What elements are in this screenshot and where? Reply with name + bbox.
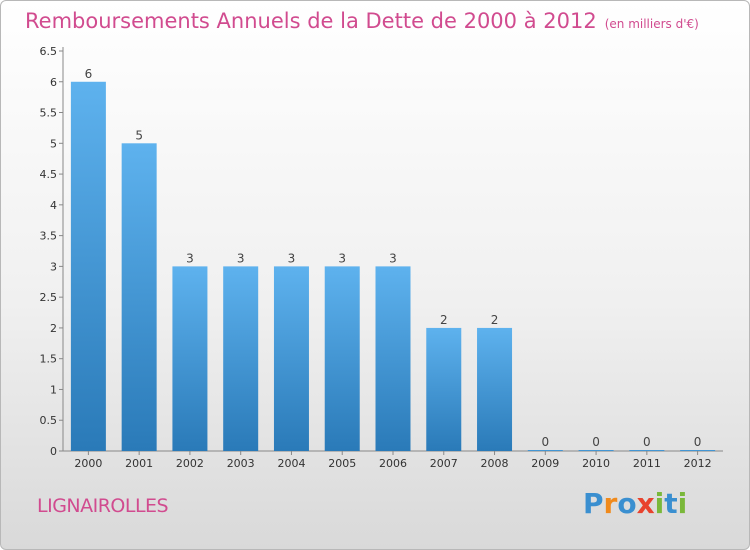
data-label: 6: [85, 67, 93, 81]
y-tick-label: 5: [50, 137, 57, 150]
data-label: 3: [389, 251, 397, 265]
unit-note: (en milliers d'€): [604, 17, 699, 31]
x-tick-label: 2008: [481, 457, 509, 470]
y-tick-label: 4: [50, 199, 57, 212]
bar: [223, 266, 259, 451]
data-label: 0: [592, 435, 600, 449]
logo-letter: i: [654, 487, 665, 520]
logo-letter: r: [603, 487, 618, 520]
bar: [426, 327, 462, 451]
data-label: 3: [288, 251, 296, 265]
data-label: 3: [338, 251, 346, 265]
data-label: 2: [491, 313, 499, 327]
y-tick-label: 3.5: [40, 230, 58, 243]
commune-name: LIGNAIROLLES: [37, 495, 169, 517]
x-tick-label: 2010: [582, 457, 610, 470]
y-tick-label: 6: [50, 76, 57, 89]
y-tick-label: 6.5: [40, 45, 58, 58]
data-label: 0: [541, 435, 549, 449]
proxiti-logo: Proxiti: [583, 487, 687, 520]
bar: [324, 266, 360, 451]
data-label: 3: [186, 251, 194, 265]
x-tick-label: 2006: [379, 457, 407, 470]
x-tick-label: 2001: [125, 457, 153, 470]
logo-letter: x: [636, 487, 655, 520]
x-tick-label: 2004: [277, 457, 305, 470]
bar: [172, 266, 208, 451]
x-tick-label: 2007: [430, 457, 458, 470]
y-tick-label: 1: [50, 383, 57, 396]
bar: [680, 450, 716, 451]
bar: [273, 266, 309, 451]
y-tick-label: 5.5: [40, 107, 58, 120]
bar: [477, 327, 513, 451]
chart-title: Remboursements Annuels de la Dette de 20…: [25, 9, 699, 33]
bar: [121, 143, 157, 452]
x-tick-label: 2002: [176, 457, 204, 470]
x-tick-label: 2000: [74, 457, 102, 470]
data-label: 0: [694, 435, 702, 449]
logo-letter: i: [677, 487, 688, 520]
y-tick-label: 4.5: [40, 168, 58, 181]
x-tick-label: 2009: [531, 457, 559, 470]
bar: [375, 266, 411, 451]
x-tick-label: 2011: [633, 457, 661, 470]
bar: [70, 81, 106, 452]
y-tick-label: 2: [50, 322, 57, 335]
chart-title-text: Remboursements Annuels de la Dette de 20…: [25, 9, 597, 33]
logo-letter: P: [583, 487, 604, 520]
x-tick-label: 2012: [684, 457, 712, 470]
logo-letter: t: [664, 487, 678, 520]
y-tick-label: 2.5: [40, 291, 58, 304]
y-tick-label: 0.5: [40, 414, 58, 427]
y-tick-label: 3: [50, 260, 57, 273]
data-label: 0: [643, 435, 651, 449]
logo-letter: o: [617, 487, 637, 520]
x-tick-label: 2005: [328, 457, 356, 470]
x-tick-label: 2003: [227, 457, 255, 470]
bar: [578, 450, 614, 451]
bar: [629, 450, 665, 451]
y-tick-label: 1.5: [40, 353, 58, 366]
y-tick-label: 0: [50, 445, 57, 458]
data-label: 3: [237, 251, 245, 265]
bar: [527, 450, 563, 451]
data-label: 2: [440, 313, 448, 327]
data-label: 5: [135, 128, 143, 142]
